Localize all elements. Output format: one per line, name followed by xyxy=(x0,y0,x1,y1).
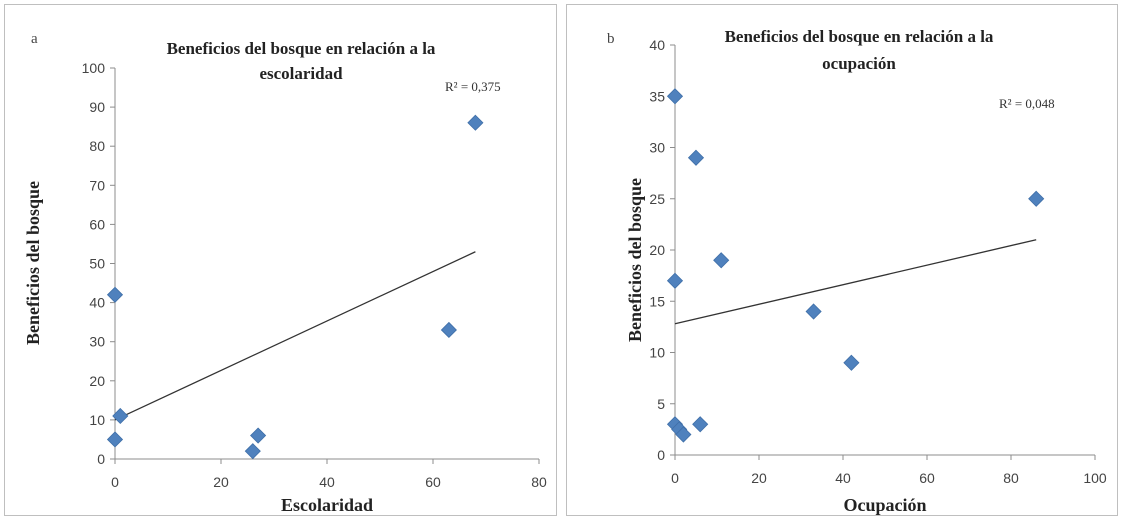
chart-b-panel-letter: b xyxy=(607,31,615,47)
chart-a-trendline xyxy=(114,251,476,421)
chart-a-y-tick-label: 100 xyxy=(82,60,106,76)
chart-b-data-point xyxy=(713,252,730,269)
chart-a-data-point xyxy=(244,443,261,460)
chart-a-x-axis-label: Escolaridad xyxy=(281,495,373,515)
chart-a-y-tick-label: 10 xyxy=(89,412,105,428)
chart-b-y-tick-label: 10 xyxy=(649,345,665,361)
chart-a-y-tick-label: 50 xyxy=(89,256,105,272)
chart-a-data-point xyxy=(112,407,129,425)
chart-b-r-squared-label: R² = 0,048 xyxy=(999,96,1055,111)
chart-b-title-line: Beneficios del bosque en relación a la xyxy=(725,27,994,46)
chart-b-data-point xyxy=(843,354,860,371)
chart-b-data-point xyxy=(805,303,822,320)
chart-b-x-tick-label: 80 xyxy=(1003,470,1019,486)
chart-a-y-tick-label: 80 xyxy=(89,138,105,154)
chart-b-data-point xyxy=(666,272,684,289)
chart-a-y-axis-label: Beneficios del bosque xyxy=(23,181,43,345)
chart-a-x-tick-label: 60 xyxy=(425,474,441,490)
chart-b-trendline xyxy=(674,239,1037,325)
chart-a-data-point xyxy=(250,427,267,444)
chart-b-title-line: ocupación xyxy=(822,54,896,73)
chart-b-y-tick-label: 15 xyxy=(649,293,665,309)
chart-a-r-squared-label: R² = 0,375 xyxy=(445,79,501,94)
chart-a-y-tick-label: 60 xyxy=(89,216,105,232)
chart-a-data-point xyxy=(106,431,124,448)
chart-b-y-tick-label: 5 xyxy=(657,396,665,412)
chart-a-title-line: escolaridad xyxy=(259,64,343,83)
chart-a-y-tick-label: 90 xyxy=(89,99,105,115)
chart-a-y-tick-label: 30 xyxy=(89,334,105,350)
chart-a-data-point xyxy=(467,114,484,131)
chart-a-x-tick-label: 20 xyxy=(213,474,229,490)
chart-b-y-tick-label: 30 xyxy=(649,140,665,156)
chart-a-x-tick-label: 80 xyxy=(531,474,547,490)
chart-b-y-axis-label: Beneficios del bosque xyxy=(625,178,645,342)
chart-b-y-tick-label: 35 xyxy=(649,88,665,104)
chart-b-y-tick-label: 25 xyxy=(649,191,665,207)
chart-b-y-tick-label: 20 xyxy=(649,242,665,258)
chart-a-data-point xyxy=(106,286,124,303)
chart-b-data-point xyxy=(692,416,709,433)
chart-a-y-tick-label: 20 xyxy=(89,373,105,389)
chart-b-x-tick-label: 60 xyxy=(919,470,935,486)
chart-b-x-axis-label: Ocupación xyxy=(843,495,926,515)
scatter-chart-a: 0 10 20 30 40 50 60 70 80 90 100 0 20 40 60 80 a Benefici… xyxy=(23,31,547,515)
chart-b-data-point xyxy=(687,149,705,166)
chart-a-x-tick-label: 40 xyxy=(319,474,335,490)
chart-b-x-tick-label: 0 xyxy=(671,470,679,486)
chart-a-x-tick-label: 0 xyxy=(111,474,119,490)
chart-b-x-tick-label: 20 xyxy=(751,470,767,486)
chart-b-y-tick-label: 40 xyxy=(649,37,665,53)
chart-a-title-line: Beneficios del bosque en relación a la xyxy=(167,39,436,58)
chart-panel-a: 0 10 20 30 40 50 60 70 80 90 100 0 20 40 60 80 a Benefici… xyxy=(4,4,557,516)
chart-a-data-point xyxy=(440,321,457,339)
chart-b-x-tick-label: 40 xyxy=(835,470,851,486)
chart-b-data-point xyxy=(666,88,684,105)
chart-a-panel-letter: a xyxy=(31,31,38,47)
chart-b-y-tick-label: 0 xyxy=(657,447,665,463)
chart-panel-b: 0 5 10 15 20 25 30 35 40 0 20 40 60 80 100 b Beneficios … xyxy=(566,4,1118,516)
scatter-chart-b: 0 5 10 15 20 25 30 35 40 0 20 40 60 80 100 b Beneficios … xyxy=(607,27,1107,515)
chart-b-data-point xyxy=(675,426,692,443)
chart-b-data-point xyxy=(1028,190,1045,207)
chart-a-y-tick-label: 40 xyxy=(89,295,105,311)
chart-a-y-tick-label: 70 xyxy=(89,177,105,193)
chart-a-y-tick-label: 0 xyxy=(97,451,105,467)
chart-b-x-tick-label: 100 xyxy=(1083,470,1107,486)
